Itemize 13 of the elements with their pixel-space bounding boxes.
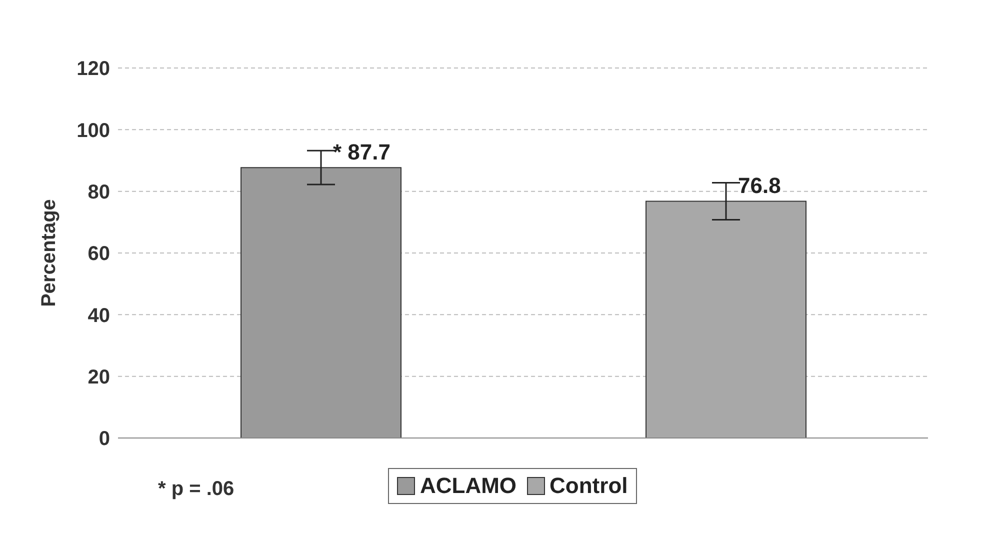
y-tick-label: 120 — [76, 58, 110, 80]
data-label: 76.8 — [738, 173, 781, 198]
y-tick-label: 20 — [88, 366, 110, 388]
legend-label: ACLAMO — [419, 473, 517, 499]
y-tick-label: 80 — [88, 181, 110, 204]
y-tick-label: 100 — [76, 120, 110, 142]
y-axis-title: Percentage — [38, 199, 60, 307]
y-tick-label: 40 — [88, 304, 110, 327]
text: * p = .06 — [158, 478, 234, 501]
y-tick-label: 0 — [98, 428, 110, 450]
legend-label: Control — [548, 473, 628, 499]
y-tick-label: 60 — [88, 243, 110, 266]
data-label: * 87.7 — [333, 140, 390, 165]
